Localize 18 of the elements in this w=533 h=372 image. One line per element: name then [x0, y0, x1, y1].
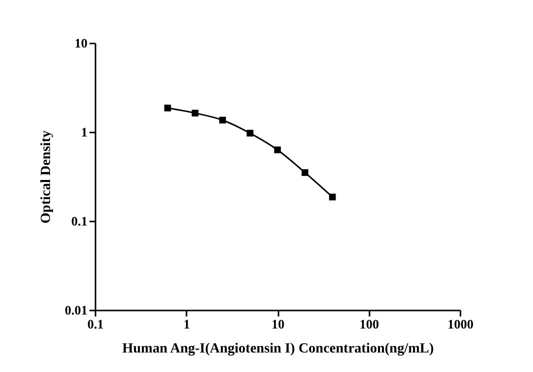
point [302, 169, 308, 176]
y-tick-label: 10 [74, 36, 88, 50]
point [274, 146, 281, 154]
x-tick-label: 10 [272, 316, 284, 332]
point [329, 194, 336, 200]
y-tick-label: 0.1 [71, 214, 88, 228]
point [192, 110, 198, 116]
x-tick-label: 1 [184, 316, 190, 332]
y-tick-label: 0.01 [64, 302, 88, 318]
x-tick-label: 100 [360, 316, 379, 332]
y-axis-title: Optical Density [38, 130, 54, 224]
x-axis-title: Human Ang-I(Angiotensin I) Concentration(ng/mL) [122, 342, 434, 356]
point [164, 104, 171, 112]
point [246, 130, 254, 137]
point [219, 116, 226, 124]
x-tick-label: 1000 [448, 316, 474, 332]
x-tick-label: 0.1 [87, 316, 104, 332]
y-tick-label: 1 [81, 124, 88, 140]
